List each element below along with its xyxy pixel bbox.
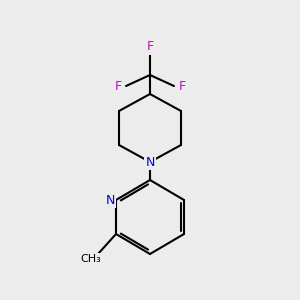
Text: F: F	[178, 80, 186, 92]
Text: N: N	[145, 155, 155, 169]
Text: F: F	[146, 40, 154, 53]
Text: N: N	[105, 194, 115, 206]
Text: F: F	[114, 80, 122, 92]
Text: CH₃: CH₃	[81, 254, 101, 264]
